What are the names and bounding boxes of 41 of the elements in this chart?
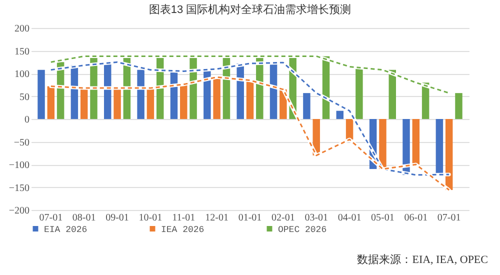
x-tick-label: 05-01 [371,212,394,224]
bar [146,88,154,119]
y-tick-label: −50 [14,137,30,148]
bar [38,70,45,119]
y-tick-label: 100 [14,69,30,80]
source-note: 数据来源：EIA, IEA, OPEC [357,253,488,267]
x-tick-label: 10-01 [138,212,162,224]
bar [137,70,144,119]
bar [346,119,354,140]
y-tick-label: 0 [24,114,30,126]
bar [336,110,344,119]
x-tick-label: 07-01 [437,212,461,224]
bar [455,93,462,119]
legend-label: OPEC 2026 [278,224,327,235]
bar [379,119,386,170]
bar [80,88,88,119]
x-tick-label: 08-01 [72,212,96,224]
x-tick-label: 07-01 [39,212,63,224]
x-tick-label: 03-01 [304,212,328,224]
x-tick-label: 12-01 [205,212,228,224]
y-tick-label: 200 [14,24,30,34]
bar [114,88,121,119]
x-tick-label: 01-01 [238,212,262,224]
x-tick-label: 02-01 [272,212,295,224]
bar [303,93,310,119]
x-tick-label: 04-01 [338,212,362,224]
x-tick-label: 09-01 [106,212,129,224]
y-tick-label: 50 [20,92,30,103]
y-tick-label: −200 [8,206,30,216]
x-tick-label: 11-01 [172,212,196,224]
y-tick-label: −100 [8,160,30,171]
bar [246,80,254,119]
legend-label: EIA 2026 [44,224,88,235]
bar [180,84,188,119]
bar [412,119,420,164]
y-tick-label: 150 [14,46,30,58]
chart-title: 图表13 国际机构对全球石油需求增长预测 [148,3,352,16]
x-tick-label: 06-01 [404,212,428,224]
bar [312,119,320,156]
legend-label: IEA 2026 [161,224,204,235]
y-tick-label: −150 [8,182,30,194]
